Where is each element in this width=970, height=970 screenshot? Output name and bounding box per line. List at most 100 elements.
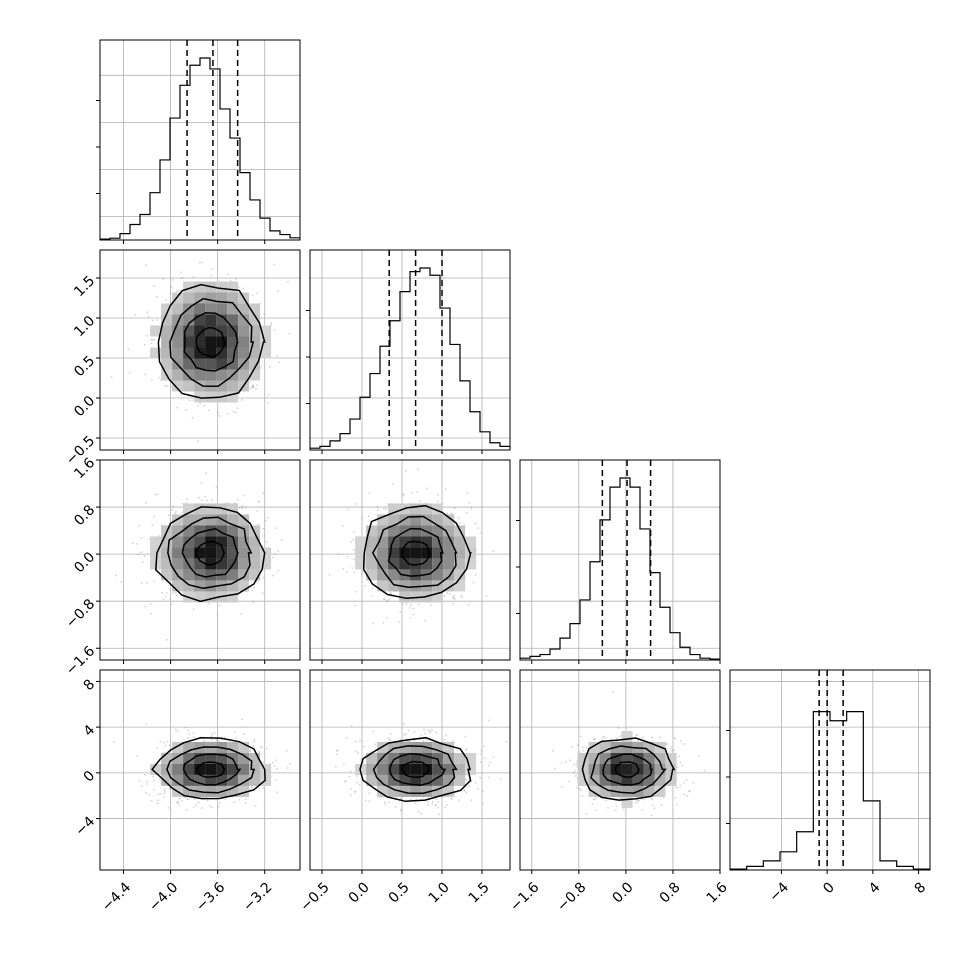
scatter-point <box>650 814 653 817</box>
scatter-point <box>470 507 473 510</box>
density-cell <box>443 558 455 570</box>
histogram-step <box>310 267 510 450</box>
scatter-point <box>595 809 598 811</box>
scatter-point <box>426 487 428 490</box>
scatter-point <box>457 517 460 520</box>
x-tick-label: −3.2 <box>240 879 275 914</box>
scatter-point <box>238 506 241 509</box>
density-cell <box>399 558 411 570</box>
scatter-point <box>585 813 588 815</box>
density-cell <box>399 752 411 764</box>
density-cell <box>183 281 195 293</box>
scatter-point <box>258 501 260 503</box>
scatter-point <box>400 809 402 812</box>
scatter-point <box>479 761 482 763</box>
scatter-point <box>364 799 367 802</box>
density-cell <box>410 569 422 581</box>
scatter-point <box>163 741 165 744</box>
density-cell <box>410 774 422 786</box>
density-cell <box>172 741 184 753</box>
scatter-point <box>262 576 265 579</box>
density-cell <box>227 380 239 392</box>
density-cell <box>643 741 655 753</box>
scatter-point <box>384 801 386 804</box>
scatter-point <box>158 376 161 379</box>
scatter-point <box>643 798 646 801</box>
scatter-point <box>254 804 257 807</box>
scatter-point <box>354 604 357 607</box>
scatter-point <box>288 332 291 335</box>
scatter-point <box>251 589 254 592</box>
scatter-point <box>217 805 220 808</box>
scatter-point <box>174 592 177 594</box>
density-cell <box>421 503 433 515</box>
scatter-point <box>153 338 155 341</box>
density-cell <box>183 774 195 786</box>
density-cell <box>227 763 239 775</box>
panel-frame <box>309 459 511 661</box>
density-cell <box>643 763 655 775</box>
scatter-point <box>465 791 468 794</box>
scatter-point <box>278 361 280 364</box>
scatter-point <box>428 730 431 733</box>
scatter-point <box>674 737 676 740</box>
scatter-point <box>164 595 167 598</box>
density-cell <box>205 303 217 315</box>
density-cell <box>599 785 611 797</box>
contour-level-3 <box>166 746 256 794</box>
density-cell <box>388 514 400 526</box>
scatter-point <box>679 739 682 742</box>
scatter-point <box>256 384 258 387</box>
scatter-point <box>286 767 289 769</box>
density-cell <box>227 336 239 348</box>
contour-level-2 <box>183 312 239 372</box>
scatter-point <box>276 354 279 357</box>
scatter-point <box>144 373 147 376</box>
scatter-point <box>250 786 253 788</box>
scatter-point <box>127 348 130 351</box>
scatter-point <box>376 506 379 509</box>
density-cell <box>388 774 400 786</box>
scatter-point <box>184 726 187 729</box>
scatter-point <box>426 729 429 732</box>
scatter-point <box>217 411 220 414</box>
scatter-point <box>382 621 385 624</box>
scatter-point <box>617 727 619 729</box>
scatter-point <box>476 787 479 790</box>
density-cell <box>454 547 466 559</box>
scatter-point <box>210 735 213 738</box>
scatter-point <box>206 799 209 802</box>
scatter-point <box>152 779 155 782</box>
scatter-point <box>151 339 154 341</box>
scatter-point <box>317 789 319 791</box>
density-cell <box>443 547 455 559</box>
density-cell <box>410 525 422 537</box>
scatter-point <box>193 736 195 738</box>
scatter-point <box>444 806 447 809</box>
scatter-point <box>479 776 482 779</box>
scatter-point <box>178 804 181 807</box>
scatter-point <box>171 509 173 511</box>
scatter-point <box>480 531 483 534</box>
scatter-point <box>232 410 235 413</box>
scatter-point <box>438 813 441 816</box>
scatter-point <box>444 488 447 490</box>
density-cell <box>172 580 184 592</box>
scatter-point <box>265 540 268 543</box>
scatter-point <box>198 261 201 264</box>
density-cell <box>161 569 173 581</box>
density-cell <box>227 292 239 304</box>
scatter-point <box>277 569 280 572</box>
scatter-point <box>403 494 405 497</box>
scatter-point <box>516 560 518 562</box>
scatter-point <box>259 366 262 369</box>
scatter-point <box>420 734 423 737</box>
scatter-point <box>277 290 280 293</box>
density-cell <box>183 358 195 370</box>
scatter-point <box>335 749 338 752</box>
scatter-point <box>459 522 461 525</box>
density-cell <box>172 369 184 381</box>
scatter-point <box>467 604 470 606</box>
scatter-point <box>181 799 184 802</box>
